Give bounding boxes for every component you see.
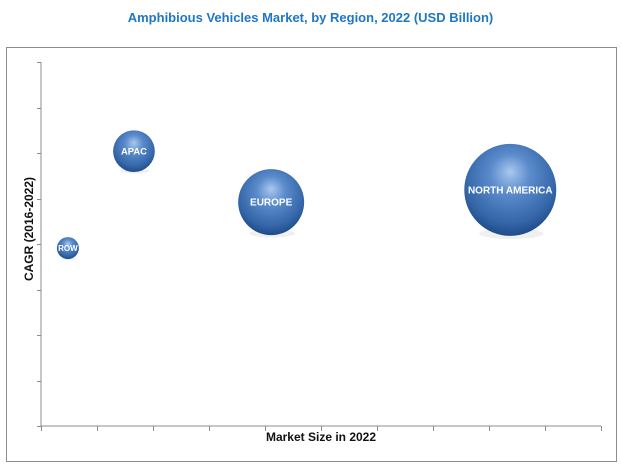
y-axis-label: CAGR (2016-2022)	[22, 176, 36, 282]
bubble-circle	[464, 143, 557, 236]
bubble-circle	[56, 237, 79, 260]
bubble-circle	[238, 169, 305, 236]
bubble-circle	[113, 130, 155, 173]
chart-title: Amphibious Vehicles Market, by Region, 2…	[127, 10, 494, 25]
bubble-row: ROW	[56, 237, 79, 260]
bubbles: ROW APAC EUROPE NORTH AMERICA	[56, 130, 557, 260]
x-axis-label: Market Size in 2022	[265, 430, 377, 444]
bubble-label: ROW	[58, 244, 78, 253]
bubble-label: NORTH AMERICA	[468, 185, 553, 196]
chart-frame	[6, 47, 617, 462]
axes	[37, 62, 602, 431]
bubble-apac: APAC	[113, 130, 155, 174]
bubble-label: APAC	[121, 146, 147, 156]
bubble-europe: EUROPE	[238, 169, 305, 238]
bubble-label: EUROPE	[250, 198, 293, 209]
bubble-north-america: NORTH AMERICA	[464, 143, 557, 240]
